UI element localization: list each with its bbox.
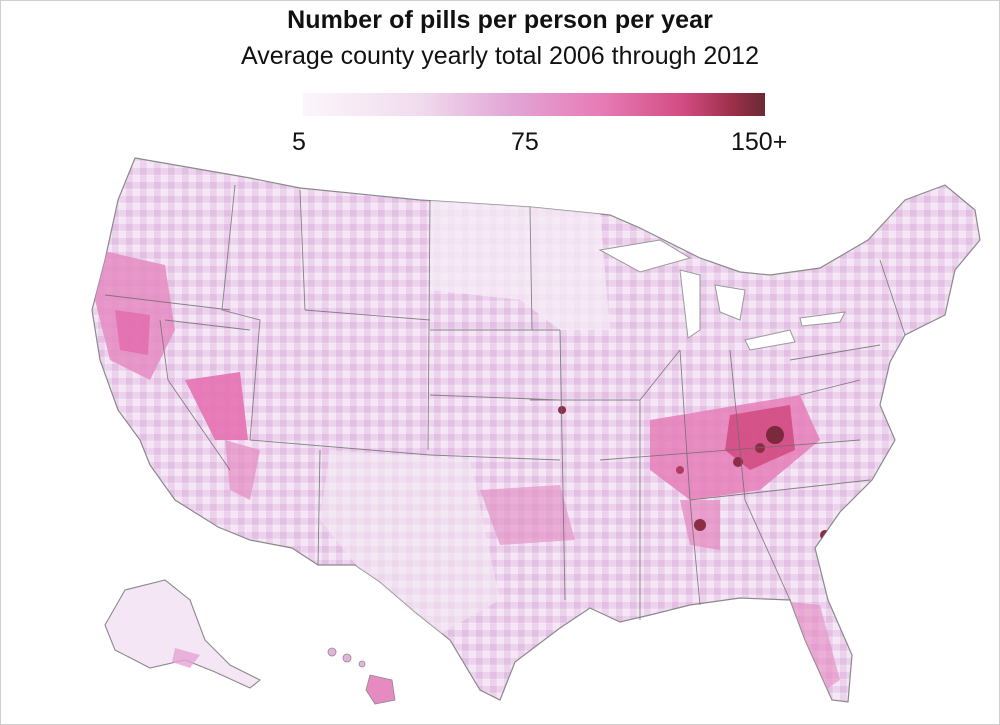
great-lakes bbox=[598, 239, 846, 351]
legend-color-scale bbox=[303, 93, 765, 116]
legend-tick-low: 5 bbox=[292, 128, 306, 156]
legend-tick-high: 150+ bbox=[731, 128, 788, 156]
contiguous-us bbox=[91, 157, 981, 703]
alaska bbox=[104, 579, 262, 689]
legend-tick-mid: 75 bbox=[511, 128, 539, 156]
chart-title: Number of pills per person per year bbox=[287, 6, 713, 34]
chart-subtitle: Average county yearly total 2006 through… bbox=[241, 42, 759, 70]
hawaii bbox=[327, 647, 396, 705]
